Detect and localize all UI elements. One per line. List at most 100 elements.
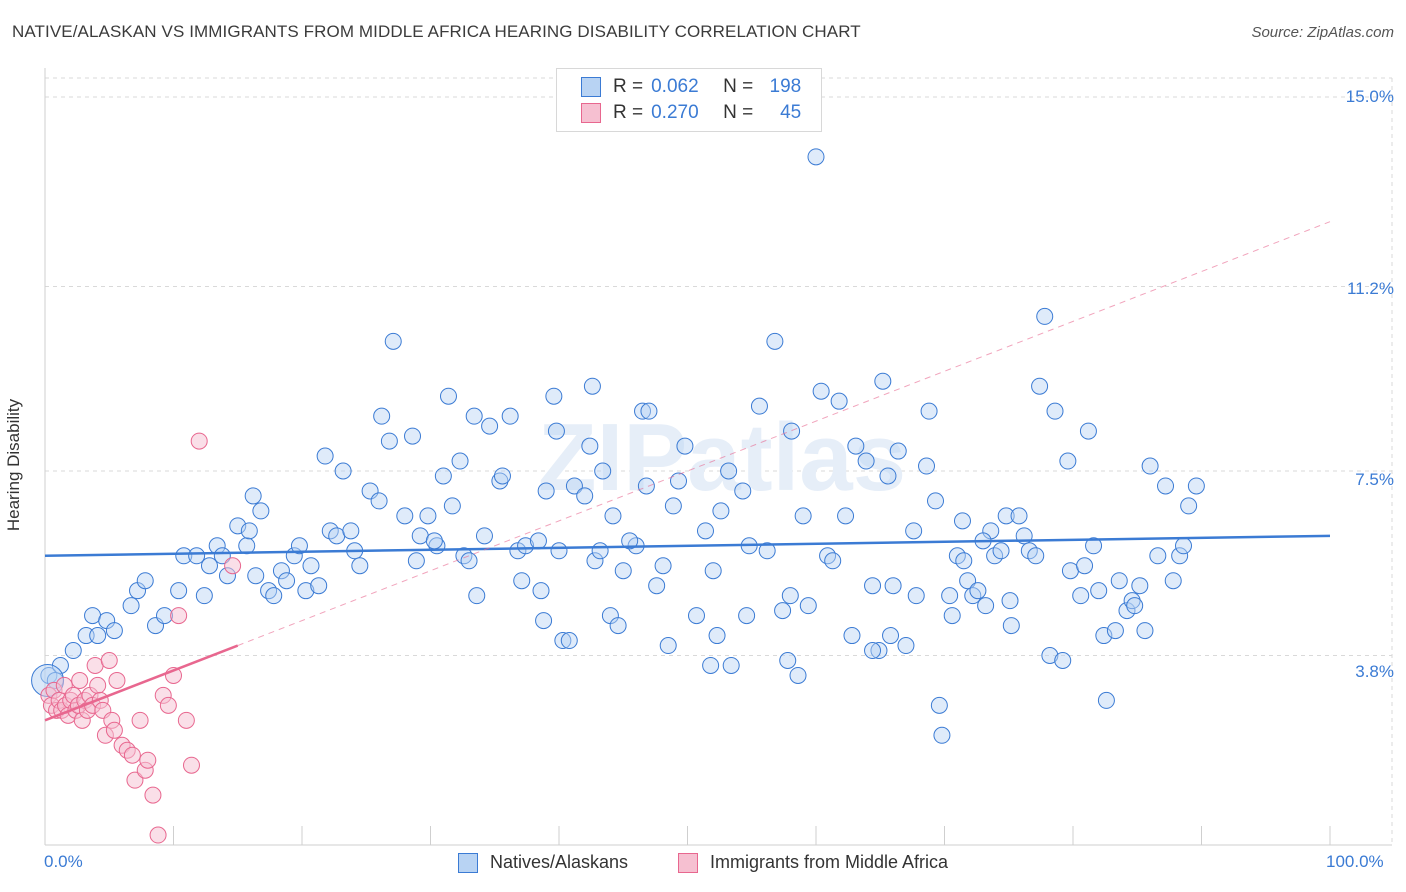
- data-point: [529, 532, 547, 550]
- data-point: [139, 751, 157, 769]
- data-point: [1001, 592, 1019, 610]
- legend-swatch-blue: [581, 77, 601, 97]
- data-point: [373, 407, 391, 425]
- data-point: [272, 562, 290, 580]
- data-point: [920, 402, 938, 420]
- data-point: [779, 651, 797, 669]
- data-point: [159, 696, 177, 714]
- data-point: [581, 437, 599, 455]
- data-point: [614, 562, 632, 580]
- data-point: [591, 542, 609, 560]
- series-immigrants-middle-africa: [40, 432, 242, 844]
- data-point: [302, 557, 320, 575]
- data-point: [824, 552, 842, 570]
- data-point: [1031, 377, 1049, 395]
- data-point: [799, 597, 817, 615]
- axes: [44, 68, 1392, 846]
- data-point: [1076, 557, 1094, 575]
- data-point: [953, 512, 971, 530]
- data-point: [513, 572, 531, 590]
- data-point: [535, 612, 553, 630]
- data-point: [1180, 497, 1198, 515]
- data-point: [1110, 572, 1128, 590]
- data-point: [493, 467, 511, 485]
- data-point: [200, 557, 218, 575]
- legend-item-natives[interactable]: Natives/Alaskans: [458, 852, 628, 873]
- data-point: [451, 452, 469, 470]
- data-point: [905, 522, 923, 540]
- data-point: [1097, 691, 1115, 709]
- data-point: [959, 572, 977, 590]
- data-point: [670, 472, 688, 490]
- data-point: [396, 507, 414, 525]
- data-point: [583, 377, 601, 395]
- data-point: [290, 537, 308, 555]
- data-point: [190, 432, 208, 450]
- data-point: [1072, 587, 1090, 605]
- data-point: [380, 432, 398, 450]
- data-point: [316, 447, 334, 465]
- legend-r-key: R =: [613, 102, 644, 123]
- data-point: [149, 826, 167, 844]
- data-point: [455, 547, 473, 565]
- data-point: [404, 427, 422, 445]
- trend-line-natives: [44, 534, 1331, 558]
- data-point: [676, 437, 694, 455]
- data-point: [621, 532, 639, 550]
- legend-swatch-pink: [678, 852, 698, 873]
- data-point: [328, 527, 346, 545]
- data-point: [491, 472, 509, 490]
- data-point: [648, 577, 666, 595]
- data-point: [696, 522, 714, 540]
- data-point: [419, 507, 437, 525]
- data-point: [468, 587, 486, 605]
- data-point: [807, 148, 825, 166]
- data-point: [927, 492, 945, 510]
- data-point: [547, 422, 565, 440]
- data-point: [594, 462, 612, 480]
- data-point: [1002, 617, 1020, 635]
- data-point: [342, 522, 360, 540]
- data-point: [664, 497, 682, 515]
- data-point: [720, 462, 738, 480]
- data-point: [758, 542, 776, 560]
- data-point: [738, 607, 756, 625]
- data-point: [637, 477, 655, 495]
- data-point: [156, 607, 174, 625]
- data-point: [897, 637, 915, 655]
- data-point: [1157, 477, 1175, 495]
- legend-r-key: R =: [613, 76, 644, 97]
- y-tick-label: 7.5%: [1355, 470, 1394, 489]
- data-point: [1090, 582, 1108, 600]
- data-point: [297, 582, 315, 600]
- data-point: [384, 332, 402, 350]
- data-point: [1141, 457, 1159, 475]
- data-point: [837, 507, 855, 525]
- data-point: [789, 666, 807, 684]
- data-point: [265, 587, 283, 605]
- data-point: [334, 462, 352, 480]
- legend-r-value: 0.062: [651, 76, 699, 97]
- data-point: [123, 746, 141, 764]
- data-point: [126, 771, 144, 789]
- data-point: [969, 582, 987, 600]
- data-point: [955, 552, 973, 570]
- data-point: [532, 582, 550, 600]
- data-point: [188, 547, 206, 565]
- data-point: [687, 607, 705, 625]
- legend-item-immigrants[interactable]: Immigrants from Middle Africa: [678, 852, 948, 873]
- legend-label: Immigrants from Middle Africa: [710, 852, 949, 872]
- data-point: [1123, 592, 1141, 610]
- series-natives-alaskans: [31, 148, 1205, 744]
- data-point: [64, 642, 82, 660]
- data-point: [1054, 651, 1072, 669]
- data-point: [170, 582, 188, 600]
- y-axis-label: Hearing Disability: [4, 398, 23, 532]
- data-point: [1036, 307, 1054, 325]
- data-point: [734, 482, 752, 500]
- trend-lines: [44, 221, 1331, 722]
- y-tick-label: 15.0%: [1345, 87, 1394, 106]
- legend-n-value: 198: [769, 76, 802, 97]
- data-point: [77, 627, 95, 645]
